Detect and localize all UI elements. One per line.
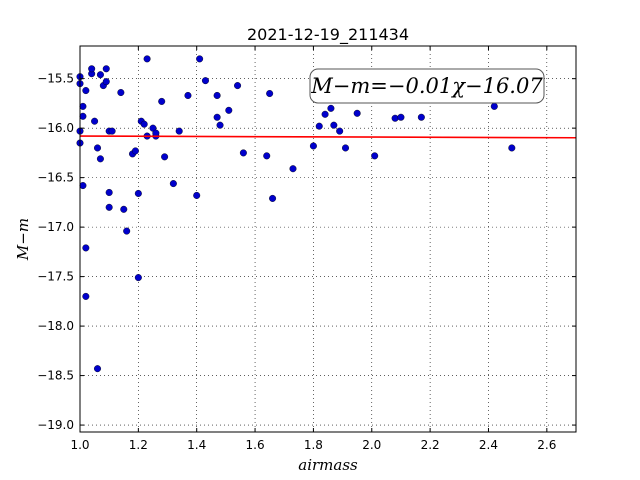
x-tick-label: 1.8 <box>304 438 323 452</box>
data-point <box>140 120 148 128</box>
y-tick-label: −16.5 <box>37 171 74 185</box>
data-point <box>225 106 233 114</box>
data-point <box>289 165 297 173</box>
data-point <box>266 90 274 98</box>
data-point <box>131 147 139 155</box>
data-point <box>134 189 142 197</box>
data-point <box>336 127 344 135</box>
data-point <box>96 71 104 79</box>
y-axis-label: M−m <box>14 218 32 261</box>
data-point <box>108 127 116 135</box>
plot-frame <box>79 45 577 433</box>
plot-area <box>80 46 576 432</box>
data-point <box>120 205 128 213</box>
x-tick-label: 2.4 <box>479 438 498 452</box>
data-point <box>134 274 142 282</box>
data-point <box>82 292 90 300</box>
data-point <box>79 182 87 190</box>
data-point <box>213 91 221 99</box>
data-point <box>79 112 87 120</box>
data-point <box>391 114 399 122</box>
fit-annotation: M−m=−0.01χ−16.07 <box>309 68 545 104</box>
x-tick-label: 1.0 <box>70 438 89 452</box>
data-point <box>175 127 183 135</box>
data-point <box>371 152 379 160</box>
data-point <box>342 144 350 152</box>
axis-ticks: 1.0 1.2 1.4 1.6 1.8 2.0 2.2 2.4 2.6 −15.5 −16.0 −16… <box>37 46 576 452</box>
data-point <box>169 180 177 188</box>
x-tick-label: 1.4 <box>187 438 206 452</box>
data-point <box>417 113 425 121</box>
y-tick-label: −18.5 <box>37 369 74 383</box>
data-point <box>184 91 192 99</box>
y-tick-label: −16.0 <box>37 121 74 135</box>
y-tick-label: −19.0 <box>37 418 74 432</box>
data-point <box>123 227 131 235</box>
data-point <box>315 122 323 130</box>
data-point <box>143 55 151 63</box>
y-tick-label: −15.5 <box>37 72 74 86</box>
data-point <box>94 144 102 152</box>
data-point <box>96 155 104 163</box>
data-point <box>321 110 329 118</box>
x-tick-label: 1.6 <box>246 438 265 452</box>
y-tick-label: −17.5 <box>37 270 74 284</box>
chart-title: 2021-12-19_211434 <box>247 25 409 45</box>
data-point <box>82 87 90 95</box>
data-point <box>152 129 160 137</box>
data-point <box>327 104 335 112</box>
y-tick-label: −18.0 <box>37 319 74 333</box>
annotation-box <box>309 68 545 104</box>
x-tick-label: 1.2 <box>129 438 148 452</box>
data-point <box>88 65 96 73</box>
fit-line <box>79 135 577 139</box>
data-point <box>213 113 221 121</box>
data-point <box>193 191 201 199</box>
data-point <box>102 65 110 73</box>
data-point <box>117 89 125 97</box>
data-point <box>309 142 317 150</box>
data-point <box>105 203 113 211</box>
x-tick-label: 2.2 <box>421 438 440 452</box>
data-point <box>239 149 247 157</box>
data-point <box>269 194 277 202</box>
data-point <box>79 102 87 110</box>
annotation-text: M−m=−0.01χ−16.07 <box>310 74 543 98</box>
data-point <box>330 121 338 129</box>
data-point <box>353 109 361 117</box>
x-tick-label: 2.0 <box>362 438 381 452</box>
x-axis-label: airmass <box>298 456 358 474</box>
data-point <box>82 244 90 252</box>
data-point <box>196 55 204 63</box>
data-point <box>234 82 242 90</box>
data-point <box>94 365 102 373</box>
data-point <box>91 117 99 125</box>
data-point <box>158 97 166 105</box>
data-point <box>263 152 271 160</box>
data-point <box>508 144 516 152</box>
x-tick-label: 2.6 <box>537 438 556 452</box>
data-point <box>216 121 224 129</box>
data-point <box>490 102 498 110</box>
y-tick-label: −17.0 <box>37 220 74 234</box>
data-point <box>397 113 405 121</box>
data-points <box>76 55 516 373</box>
data-point <box>102 78 110 86</box>
data-point <box>201 77 209 85</box>
data-point <box>105 188 113 196</box>
data-point <box>161 153 169 161</box>
